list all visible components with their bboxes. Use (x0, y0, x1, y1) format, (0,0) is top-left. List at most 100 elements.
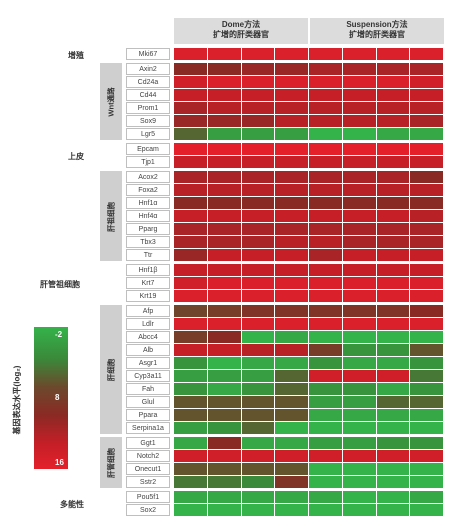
heatmap-cell (410, 383, 443, 395)
heatmap-cell (207, 143, 241, 155)
heatmap-cell (309, 450, 342, 462)
heatmap-cell (207, 476, 241, 488)
heatmap-cell (275, 128, 308, 140)
heatmap-cell (275, 491, 308, 503)
heatmap-cell (275, 331, 308, 343)
heatmap-cell (207, 89, 241, 101)
heatmap-cell (241, 463, 275, 475)
heatmap-cell (174, 277, 207, 289)
heatmap-cell (241, 383, 275, 395)
gene-label: Cd44 (126, 89, 170, 101)
heatmap-cell (376, 143, 410, 155)
heatmap-cell (174, 89, 207, 101)
heatmap-cell (241, 331, 275, 343)
gene-label: Abcc4 (126, 331, 170, 343)
heatmap-cell (342, 344, 376, 356)
heatmap-cell (309, 491, 342, 503)
heatmap-cell (342, 76, 376, 88)
heatmap-cell (207, 504, 241, 516)
legend-title: 基因表达水平(log₂) (12, 365, 22, 435)
heatmap-cell (241, 156, 275, 168)
heatmap-cell (309, 63, 342, 75)
heatmap-cell (376, 357, 410, 369)
heatmap-cell (309, 331, 342, 343)
heatmap-cell (376, 504, 410, 516)
heatmap-cell (174, 76, 207, 88)
heatmap-cell (410, 370, 443, 382)
heatmap-cell (342, 383, 376, 395)
heatmap-cell (275, 463, 308, 475)
heatmap-cell (376, 249, 410, 261)
gene-label: Glul (126, 396, 170, 408)
heatmap-cell (342, 370, 376, 382)
group-label: 肝细胞 (106, 358, 116, 382)
heatmap-cell (376, 437, 410, 449)
heatmap-cell (174, 156, 207, 168)
heatmap-cell (207, 422, 241, 434)
heatmap-cell (376, 264, 410, 276)
heatmap-cell (174, 344, 207, 356)
heatmap-cell (207, 223, 241, 235)
gene-label: Foxa2 (126, 184, 170, 196)
heatmap-cell (207, 128, 241, 140)
heatmap-cell (309, 370, 342, 382)
heatmap-cell (309, 357, 342, 369)
gene-label: Onecut1 (126, 463, 170, 475)
heatmap-cell (342, 197, 376, 209)
gene-label: Ttr (126, 249, 170, 261)
legend-tick-mid: 8 (55, 393, 60, 402)
heatmap-cell (410, 290, 443, 302)
heatmap-cell (174, 115, 207, 127)
heatmap-cell (376, 409, 410, 421)
heatmap-cell (207, 290, 241, 302)
heatmap-cell (309, 197, 342, 209)
heatmap-cell (207, 48, 241, 60)
heatmap-cell (207, 63, 241, 75)
gene-label: Asgr1 (126, 357, 170, 369)
heatmap-cell (342, 171, 376, 183)
heatmap-cell (241, 249, 275, 261)
heatmap-cell (410, 143, 443, 155)
heatmap-cell (275, 63, 308, 75)
heatmap-cell (376, 236, 410, 248)
heatmap-cell (410, 63, 443, 75)
heatmap-cell (174, 223, 207, 235)
heatmap-cell (241, 370, 275, 382)
heatmap-cell (207, 396, 241, 408)
heatmap-cell (376, 184, 410, 196)
heatmap-cell (376, 171, 410, 183)
heatmap-cell (174, 249, 207, 261)
heatmap-cell (309, 128, 342, 140)
heatmap-cell (207, 370, 241, 382)
heatmap-cell (275, 357, 308, 369)
heatmap-cell (342, 305, 376, 317)
heatmap-cell (376, 370, 410, 382)
heatmap-cell (309, 422, 342, 434)
heatmap-cell (241, 63, 275, 75)
heatmap-cell (376, 210, 410, 222)
heatmap-cell (376, 463, 410, 475)
gene-label: Cd24a (126, 76, 170, 88)
heatmap-cell (342, 318, 376, 330)
heatmap-cell (241, 236, 275, 248)
heatmap-cell (275, 277, 308, 289)
gene-label: Tjp1 (126, 156, 170, 168)
heatmap-cell (241, 197, 275, 209)
heatmap-cell (410, 305, 443, 317)
heatmap-cell (410, 115, 443, 127)
heatmap-cell (309, 171, 342, 183)
heatmap-cell (309, 236, 342, 248)
heatmap-cell (241, 89, 275, 101)
heatmap-cell (309, 383, 342, 395)
heatmap-cell (275, 48, 308, 60)
heatmap-cell (342, 115, 376, 127)
heatmap-cell (376, 223, 410, 235)
heatmap-cell (207, 236, 241, 248)
gene-label: Krt19 (126, 290, 170, 302)
group-label: 肝祖细胞 (106, 201, 116, 232)
heatmap-cell (410, 210, 443, 222)
heatmap-cell (342, 223, 376, 235)
heatmap-cell (376, 63, 410, 75)
heatmap-cell (174, 305, 207, 317)
heatmap-cell (207, 277, 241, 289)
